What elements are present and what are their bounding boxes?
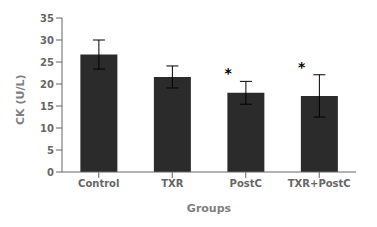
svg-text:25: 25 bbox=[40, 57, 54, 68]
svg-text:CK (U/L): CK (U/L) bbox=[14, 75, 27, 125]
svg-text:30: 30 bbox=[40, 35, 54, 46]
svg-text:35: 35 bbox=[40, 13, 54, 24]
svg-text:15: 15 bbox=[40, 101, 54, 112]
svg-text:10: 10 bbox=[40, 123, 54, 134]
svg-text:*: * bbox=[298, 59, 306, 75]
svg-text:Groups: Groups bbox=[187, 202, 232, 215]
svg-text:20: 20 bbox=[40, 79, 54, 90]
svg-text:0: 0 bbox=[47, 167, 54, 178]
svg-text:5: 5 bbox=[47, 145, 54, 156]
svg-text:PostC: PostC bbox=[230, 178, 262, 189]
svg-text:TXR+PostC: TXR+PostC bbox=[288, 178, 351, 189]
svg-text:TXR: TXR bbox=[161, 178, 184, 189]
svg-text:Control: Control bbox=[78, 178, 119, 189]
svg-text:*: * bbox=[224, 65, 232, 81]
